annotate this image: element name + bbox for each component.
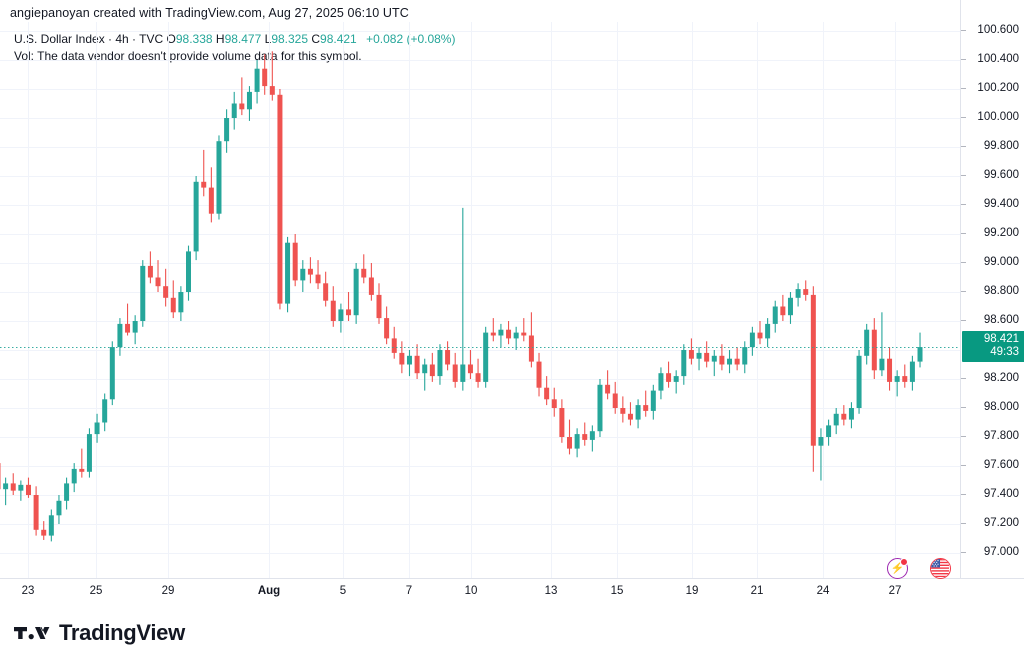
price-tick: 97.600 bbox=[961, 459, 1024, 473]
price-tick: 99.400 bbox=[961, 198, 1024, 212]
attribution-text: angiepanoyan created with TradingView.co… bbox=[10, 6, 409, 20]
legend-high-value: 98.477 bbox=[224, 32, 262, 46]
price-tick: 99.200 bbox=[961, 227, 1024, 241]
price-tick: 100.000 bbox=[961, 111, 1024, 125]
price-tick-dash bbox=[961, 30, 966, 31]
time-scale[interactable]: 23 25 29 Aug 5 7 10 13 15 19 21 24 27 bbox=[0, 578, 1024, 605]
price-tick-dash bbox=[961, 88, 966, 89]
price-tick-dash bbox=[961, 291, 966, 292]
price-tick-dash bbox=[961, 233, 966, 234]
volume-note: Vol: The data vendor doesn't provide vol… bbox=[14, 49, 362, 63]
bar-countdown: 49:33 bbox=[990, 346, 1019, 358]
time-tick: 23 bbox=[21, 585, 35, 597]
legend-close-value: 98.421 bbox=[320, 32, 357, 46]
price-tick-dash bbox=[961, 407, 966, 408]
legend-symbol[interactable]: U.S. Dollar Index · 4h · TVC bbox=[14, 32, 164, 46]
time-tick: 25 bbox=[89, 585, 103, 597]
current-price-badge[interactable]: 98.421 49:33 bbox=[962, 331, 1024, 362]
us-flag-icon[interactable] bbox=[930, 558, 951, 579]
price-tick: 100.600 bbox=[961, 24, 1024, 38]
price-tick-dash bbox=[961, 59, 966, 60]
price-tick-dash bbox=[961, 552, 966, 553]
chart-plot-area[interactable] bbox=[0, 22, 960, 578]
price-tick-dash bbox=[961, 262, 966, 263]
chart-badges: ⚡ bbox=[880, 556, 960, 582]
current-price-line bbox=[0, 346, 960, 348]
legend-change-value: +0.082 (+0.08%) bbox=[366, 32, 456, 46]
price-tick: 97.800 bbox=[961, 430, 1024, 444]
price-tick-dash bbox=[961, 494, 966, 495]
price-tick: 98.800 bbox=[961, 285, 1024, 299]
legend-main-row: U.S. Dollar Index · 4h · TVC O98.338 H98… bbox=[14, 31, 455, 48]
bolt-glyph: ⚡ bbox=[890, 562, 905, 574]
legend-low-label: L bbox=[264, 32, 272, 46]
price-tick: 99.000 bbox=[961, 256, 1024, 270]
price-tick: 98.200 bbox=[961, 372, 1024, 386]
tradingview-logo-icon bbox=[14, 627, 50, 640]
price-tick-dash bbox=[961, 523, 966, 524]
price-tick-dash bbox=[961, 465, 966, 466]
legend-volume-row: Vol: The data vendor doesn't provide vol… bbox=[14, 48, 455, 65]
time-tick: 10 bbox=[464, 585, 478, 597]
price-tick: 100.200 bbox=[961, 82, 1024, 96]
lightning-icon[interactable]: ⚡ bbox=[887, 558, 908, 579]
time-tick: 15 bbox=[610, 585, 624, 597]
price-tick: 97.400 bbox=[961, 488, 1024, 502]
price-tick: 99.800 bbox=[961, 140, 1024, 154]
price-tick: 98.000 bbox=[961, 401, 1024, 415]
price-tick-dash bbox=[961, 204, 966, 205]
price-scale[interactable]: 100.600 100.400 100.200 100.000 99.800 99.600… bbox=[960, 0, 1024, 578]
legend-high-label: H bbox=[215, 32, 225, 46]
price-tick: 97.000 bbox=[961, 546, 1024, 560]
legend-open-label: O bbox=[166, 32, 176, 46]
legend-open-value: 98.338 bbox=[175, 32, 213, 46]
time-tick: Aug bbox=[257, 585, 281, 597]
price-tick-dash bbox=[961, 175, 966, 176]
time-tick: 19 bbox=[685, 585, 699, 597]
price-tick-dash bbox=[961, 436, 966, 437]
time-tick: 21 bbox=[750, 585, 764, 597]
price-tick: 99.600 bbox=[961, 169, 1024, 183]
time-tick: 24 bbox=[816, 585, 830, 597]
price-tick-dash bbox=[961, 378, 966, 379]
time-tick: 29 bbox=[161, 585, 175, 597]
chart-legend: U.S. Dollar Index · 4h · TVC O98.338 H98… bbox=[14, 31, 455, 65]
current-price-value: 98.421 bbox=[983, 333, 1019, 345]
tradingview-brand-text: TradingView bbox=[59, 620, 185, 645]
candlestick-series bbox=[0, 51, 923, 542]
price-tick: 100.400 bbox=[961, 53, 1024, 67]
price-tick: 98.600 bbox=[961, 314, 1024, 328]
price-tick-dash bbox=[961, 320, 966, 321]
price-tick-dash bbox=[961, 117, 966, 118]
tradingview-logo[interactable]: TradingView bbox=[14, 622, 185, 644]
price-tick: 97.200 bbox=[961, 517, 1024, 531]
time-tick: 13 bbox=[544, 585, 558, 597]
notification-dot-icon bbox=[900, 558, 908, 566]
legend-low-value: 98.325 bbox=[271, 32, 309, 46]
price-tick-dash bbox=[961, 146, 966, 147]
legend-close-label: C bbox=[311, 32, 321, 46]
time-tick: 5 bbox=[339, 585, 347, 597]
time-tick: 27 bbox=[888, 585, 902, 597]
flag-glyph bbox=[931, 559, 949, 577]
time-tick: 7 bbox=[405, 585, 413, 597]
footer: TradingView bbox=[0, 604, 1024, 665]
